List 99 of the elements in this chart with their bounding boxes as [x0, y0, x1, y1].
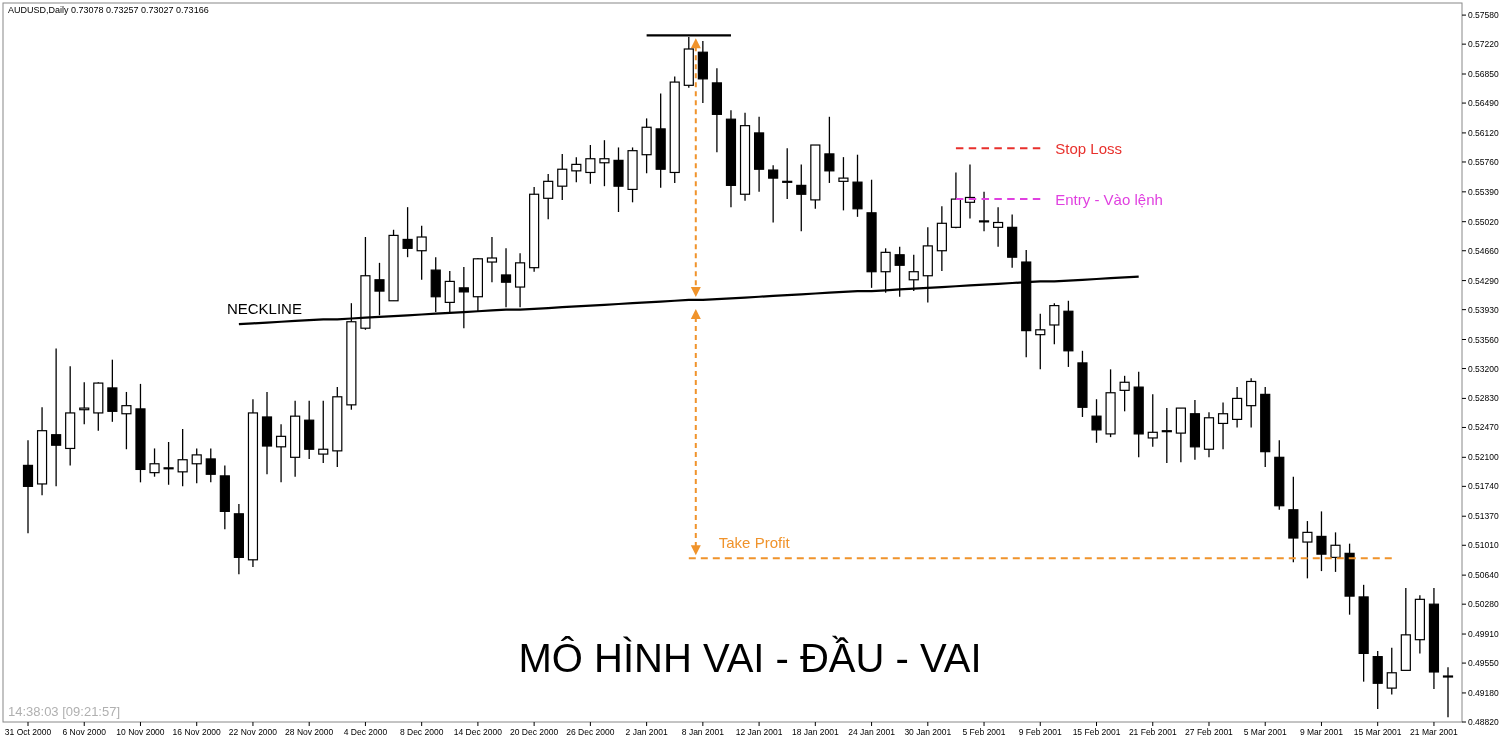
candlestick	[107, 359, 118, 423]
y-tick-label: 0.50280	[1468, 599, 1499, 610]
series-label: NECKLINE	[226, 300, 302, 318]
y-tick-label: 0.53560	[1468, 334, 1499, 345]
y-tick-label: 0.56490	[1468, 98, 1499, 109]
candlestick	[79, 381, 90, 425]
legend-label: Take Profit	[718, 534, 791, 552]
candlestick	[163, 441, 174, 486]
candlestick	[1049, 302, 1060, 345]
y-tick-label: 0.53930	[1468, 304, 1499, 315]
candlestick	[149, 447, 160, 478]
candlestick	[177, 428, 188, 488]
text: MÔ HÌNH VAI - ĐẦU - VAI	[518, 635, 982, 680]
x-tick-label: 26 Dec 2000	[566, 727, 615, 737]
x-tick-label: 6 Nov 2000	[62, 727, 107, 737]
y-tick-label: 0.48820	[1468, 717, 1499, 727]
candlestick	[318, 400, 329, 464]
x-tick-label: 28 Nov 2000	[285, 727, 334, 737]
x-tick-label: 9 Mar 2001	[1299, 727, 1344, 737]
candlestick	[22, 439, 34, 534]
y-tick-label: 0.55020	[1468, 216, 1499, 227]
candlestick	[416, 225, 427, 281]
x-tick-label: 15 Mar 2001	[1353, 727, 1402, 737]
y-tick-label: 0.54290	[1468, 275, 1499, 286]
y-tick-label: 0.56120	[1468, 127, 1499, 138]
candlestick	[1232, 386, 1243, 429]
y-tick-label: 0.54660	[1468, 245, 1499, 256]
candlestick	[838, 156, 849, 212]
y-tick-label: 0.55390	[1468, 186, 1499, 197]
y-tick-label: 0.52100	[1468, 452, 1499, 463]
y-tick-label: 0.52830	[1468, 393, 1499, 404]
series-label: Entry - Vào lệnh	[1055, 191, 1163, 209]
candlestick	[824, 116, 835, 184]
x-tick-label: 31 Oct 2000	[4, 727, 52, 737]
y-tick-label: 0.51010	[1468, 540, 1499, 551]
x-tick-label: 27 Feb 2001	[1185, 727, 1234, 737]
x-tick-label: 5 Mar 2001	[1243, 727, 1287, 737]
candlestick	[782, 147, 793, 200]
x-tick-label: 12 Jan 2001	[735, 727, 783, 737]
y-tick-label: 0.55760	[1468, 156, 1499, 167]
annotation: 14:38:03 [09:21:57]	[8, 704, 121, 719]
candlestick	[543, 173, 554, 220]
candlestick	[121, 391, 132, 450]
y-tick-label: 0.49180	[1468, 687, 1499, 698]
x-tick-label: 16 Nov 2000	[172, 727, 222, 737]
chart-subtitle: AUDUSD,Daily 0.73078 0.73257 0.73027 0.73166	[8, 5, 209, 15]
x-tick-label: 21 Mar 2001	[1410, 727, 1459, 737]
candlestick	[1442, 666, 1454, 718]
y-tick-label: 0.49550	[1468, 658, 1499, 669]
candlestick	[1316, 510, 1327, 572]
x-tick-label: 10 Nov 2000	[116, 727, 165, 737]
candlestick	[585, 144, 596, 185]
candlestick	[51, 347, 62, 488]
y-tick-label: 0.56850	[1468, 69, 1499, 80]
candlestick	[1217, 401, 1229, 450]
x-tick-label: 5 Feb 2001	[962, 727, 1006, 737]
candlestick	[796, 163, 807, 233]
candlestick	[1091, 398, 1102, 444]
x-tick-label: 4 Dec 2000	[343, 727, 388, 737]
candlestick	[1035, 313, 1046, 371]
x-tick-label: 8 Dec 2000	[399, 727, 444, 737]
y-tick-label: 0.51740	[1468, 481, 1499, 492]
y-tick-label: 0.51370	[1468, 511, 1499, 522]
x-tick-label: 9 Feb 2001	[1018, 727, 1063, 737]
candlestick	[191, 447, 202, 484]
candlestick	[275, 423, 287, 483]
candlestick	[205, 447, 216, 483]
x-tick-label: 20 Dec 2000	[510, 727, 559, 737]
x-tick-label: 30 Jan 2001	[904, 727, 952, 737]
candlestick	[599, 139, 610, 187]
y-tick-label: 0.53200	[1468, 363, 1499, 374]
x-tick-label: 18 Jan 2001	[791, 727, 839, 737]
x-tick-label: 15 Feb 2001	[1072, 727, 1121, 737]
x-tick-label: 8 Jan 2001	[681, 727, 725, 737]
candlestick	[1386, 647, 1397, 696]
candlestick	[768, 164, 779, 224]
candlestick	[1119, 375, 1130, 412]
x-tick-label: 14 Dec 2000	[453, 727, 503, 737]
candlestick	[1161, 407, 1172, 464]
candlestick	[978, 191, 990, 233]
candlestick	[1330, 531, 1341, 573]
x-tick-label: 2 Jan 2001	[625, 727, 668, 737]
x-tick-label: 22 Nov 2000	[228, 727, 278, 737]
y-tick-label: 0.57580	[1468, 10, 1499, 21]
candlestick	[1147, 393, 1158, 448]
candlestick	[993, 206, 1004, 248]
y-tick-label: 0.49910	[1468, 629, 1499, 640]
y-tick-label: 0.50640	[1468, 570, 1499, 581]
candlestick	[571, 156, 582, 183]
candlestick	[402, 206, 413, 258]
y-tick-label: 0.52470	[1468, 422, 1499, 433]
y-tick-label: 0.57220	[1468, 39, 1499, 50]
candlestick	[1302, 520, 1313, 580]
candlestick	[500, 247, 512, 308]
x-tick-label: 24 Jan 2001	[848, 727, 896, 737]
candlestick	[557, 153, 568, 201]
x-tick-label: 21 Feb 2001	[1128, 727, 1177, 737]
candlestick	[486, 236, 498, 283]
series-label: Stop Loss	[1055, 140, 1122, 158]
